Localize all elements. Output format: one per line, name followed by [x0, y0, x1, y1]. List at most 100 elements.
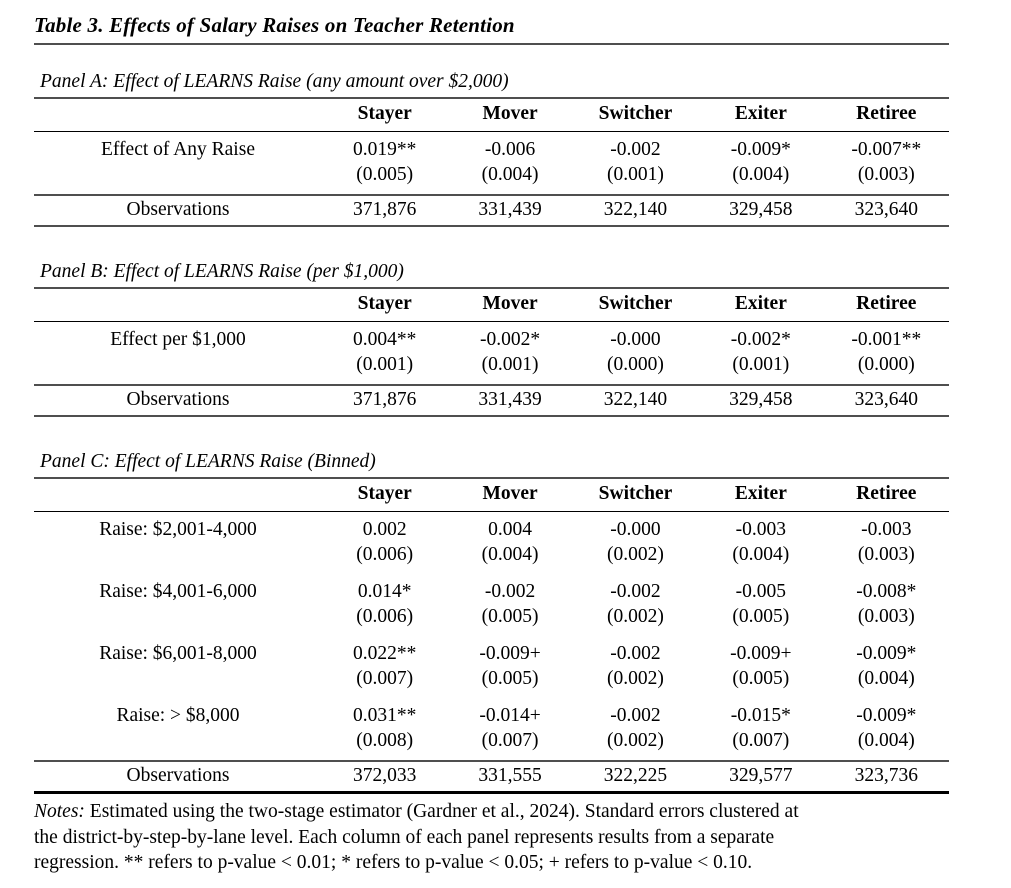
se-row: (0.008) (0.007) (0.002) (0.007) (0.004) [34, 730, 949, 761]
estimate-cell: 0.031** [353, 705, 417, 726]
se-cell: (0.001) [607, 164, 664, 185]
panel-label: Panel C: Effect of LEARNS Raise (Binned) [34, 451, 949, 479]
observations-cell: 331,555 [447, 760, 573, 794]
estimate-cell: -0.009+ [730, 643, 792, 664]
se-cell: (0.005) [732, 606, 790, 627]
estimate-cell: -0.000 [610, 519, 661, 540]
se-cell: (0.003) [857, 544, 915, 565]
se-cell: (0.005) [481, 668, 539, 689]
row-label: Raise: $2,001-4,000 [99, 519, 257, 540]
se-cell: (0.001) [356, 354, 414, 375]
se-cell: (0.003) [857, 164, 915, 185]
estimate-cell: -0.001** [851, 329, 922, 350]
row-label: Observations [34, 194, 322, 227]
estimate-cell: 0.014* [357, 581, 412, 602]
table-body: Effect per $1,000 0.004** -0.002* -0.000 -0.… [34, 322, 949, 417]
notes-line: the district-by-step-by-lane level. Each… [34, 826, 775, 848]
row-label: Raise: $4,001-6,000 [99, 581, 257, 602]
header-row: Stayer Mover Switcher Exiter Retiree [34, 479, 949, 512]
estimate-cell: -0.003 [735, 519, 787, 540]
se-cell: (0.004) [732, 164, 790, 185]
column-header: Exiter [698, 289, 824, 322]
estimate-cell: -0.000 [610, 329, 661, 350]
estimate-cell: -0.002* [730, 329, 791, 350]
column-header: Exiter [698, 479, 824, 512]
table-notes: Notes: Estimated using the two-stage est… [34, 799, 949, 876]
se-cell: (0.003) [857, 606, 915, 627]
estimate-row: Raise: $6,001-8,000 0.022** -0.009+ -0.002 -… [34, 636, 949, 668]
estimate-cell: -0.009* [730, 139, 791, 160]
estimate-cell: -0.005 [735, 581, 787, 602]
observations-cell: 331,439 [447, 194, 573, 227]
estimate-cell: -0.003 [861, 519, 912, 540]
estimate-cell: -0.006 [484, 139, 536, 160]
estimate-cell: -0.002 [484, 581, 536, 602]
panel-label: Panel B: Effect of LEARNS Raise (per $1,… [34, 261, 949, 289]
se-cell: (0.005) [732, 668, 790, 689]
se-row: (0.005) (0.004) (0.001) (0.004) (0.003) [34, 164, 949, 195]
se-cell: (0.002) [607, 606, 664, 627]
observations-row: Observations 372,033 331,555 322,225 329,577… [34, 760, 949, 794]
estimate-cell: -0.002 [610, 581, 661, 602]
column-header: Stayer [322, 479, 448, 512]
se-cell: (0.004) [857, 668, 915, 689]
observations-row: Observations 371,876 331,439 322,140 329,458… [34, 384, 949, 417]
estimate-cell: -0.007** [851, 139, 922, 160]
observations-cell: 331,439 [447, 384, 573, 417]
estimate-cell: -0.014+ [479, 705, 541, 726]
row-label-header [34, 289, 322, 322]
se-cell: (0.004) [481, 544, 539, 565]
notes-label: Notes: [34, 801, 85, 822]
column-header: Mover [447, 289, 573, 322]
table-head: Stayer Mover Switcher Exiter Retiree [34, 99, 949, 132]
estimate-row: Raise: > $8,000 0.031** -0.014+ -0.002 -0.01… [34, 698, 949, 730]
estimate-row: Effect per $1,000 0.004** -0.002* -0.000 -0.… [34, 322, 949, 355]
observations-row: Observations 371,876 331,439 322,140 329,458… [34, 194, 949, 227]
se-cell: (0.005) [356, 164, 414, 185]
estimate-cell: -0.009* [856, 705, 917, 726]
column-header: Mover [447, 479, 573, 512]
se-cell: (0.007) [732, 730, 790, 751]
estimate-cell: 0.002 [362, 519, 407, 540]
estimate-row: Raise: $4,001-6,000 0.014* -0.002 -0.002 -0.… [34, 574, 949, 606]
se-cell: (0.002) [607, 730, 664, 751]
se-cell: (0.002) [607, 668, 664, 689]
se-cell: (0.002) [607, 544, 664, 565]
estimate-cell: -0.015* [730, 705, 791, 726]
observations-cell: 323,640 [823, 194, 949, 227]
column-header: Retiree [823, 479, 949, 512]
se-row: (0.001) (0.001) (0.000) (0.001) (0.000) [34, 354, 949, 385]
table-body: Effect of Any Raise 0.019** -0.006 -0.002 -0… [34, 132, 949, 227]
estimate-cell: -0.002* [480, 329, 541, 350]
results-table: Stayer Mover Switcher Exiter Retiree Effect o… [34, 99, 949, 227]
se-cell: (0.000) [857, 354, 915, 375]
column-header: Mover [447, 99, 573, 132]
panel-c: Panel C: Effect of LEARNS Raise (Binned)… [34, 451, 949, 794]
header-row: Stayer Mover Switcher Exiter Retiree [34, 289, 949, 322]
row-label [34, 668, 322, 698]
table-panels: Panel A: Effect of LEARNS Raise (any amo… [34, 71, 949, 794]
se-cell: (0.007) [356, 668, 414, 689]
notes-line-text: Estimated using the two-stage estimator … [89, 801, 799, 822]
row-label [34, 606, 322, 636]
table-head: Stayer Mover Switcher Exiter Retiree [34, 479, 949, 512]
column-header: Switcher [572, 99, 699, 132]
se-cell: (0.007) [481, 730, 539, 751]
estimate-cell: 0.004** [353, 329, 417, 350]
estimate-cell: -0.002 [610, 139, 661, 160]
row-label [34, 730, 322, 761]
estimate-cell: -0.009* [856, 643, 917, 664]
notes-line: Notes: Estimated using the two-stage est… [34, 799, 949, 825]
column-header: Retiree [823, 289, 949, 322]
results-table: Stayer Mover Switcher Exiter Retiree Effect p… [34, 289, 949, 417]
estimate-cell: -0.008* [856, 581, 917, 602]
observations-cell: 329,458 [698, 384, 824, 417]
column-header: Stayer [322, 289, 448, 322]
se-cell: (0.004) [857, 730, 915, 751]
row-label [34, 354, 322, 385]
results-table: Stayer Mover Switcher Exiter Retiree Raise: $… [34, 479, 949, 794]
observations-cell: 322,225 [572, 760, 699, 794]
row-label: Effect of Any Raise [101, 139, 255, 160]
row-label: Observations [34, 384, 322, 417]
